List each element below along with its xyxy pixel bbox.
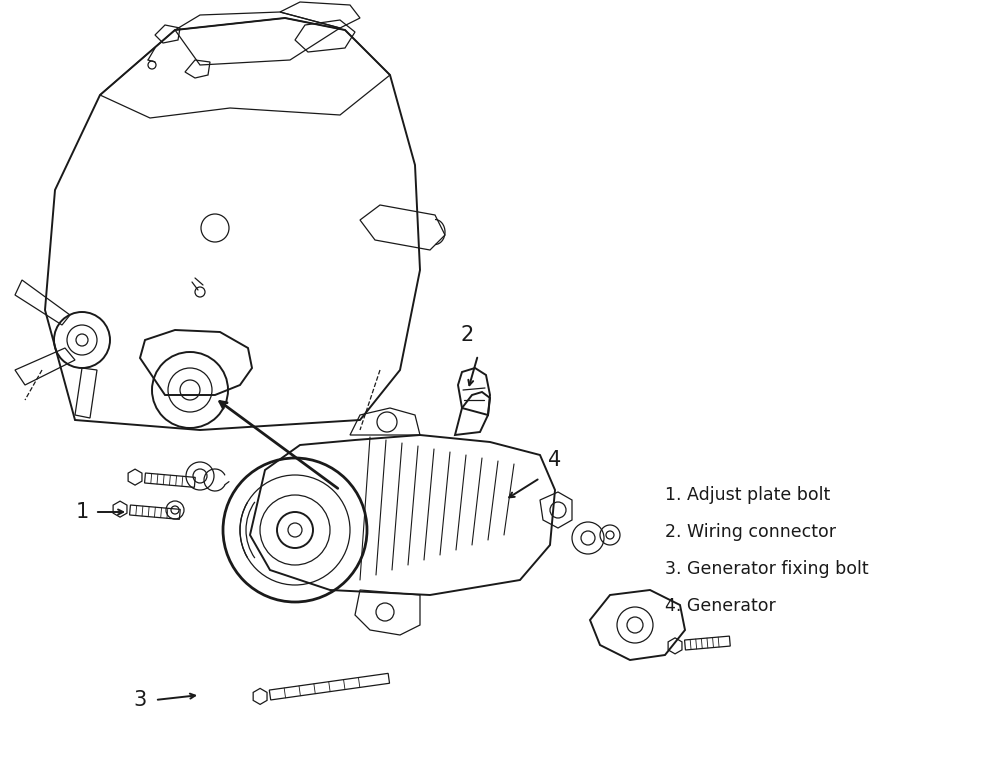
Text: 2. Wiring connector: 2. Wiring connector — [665, 523, 836, 541]
Text: 1: 1 — [75, 502, 89, 522]
Text: 3. Generator fixing bolt: 3. Generator fixing bolt — [665, 560, 869, 578]
Text: 4: 4 — [548, 450, 562, 470]
Text: 4. Generator: 4. Generator — [665, 597, 776, 615]
Text: 1. Adjust plate bolt: 1. Adjust plate bolt — [665, 486, 830, 505]
Text: 3: 3 — [133, 690, 147, 710]
Text: 2: 2 — [460, 325, 474, 345]
